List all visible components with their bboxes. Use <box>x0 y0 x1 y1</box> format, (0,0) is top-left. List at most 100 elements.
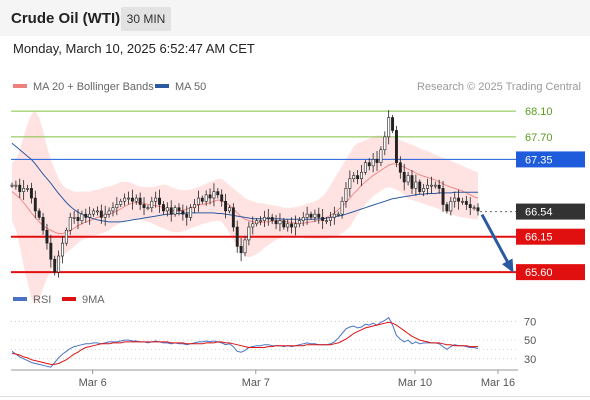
candle-body <box>461 200 464 203</box>
candle-body <box>383 136 387 151</box>
candle-body <box>441 188 445 205</box>
candle-body <box>247 226 251 241</box>
ma50-legend-swatch <box>155 84 169 88</box>
candle-body <box>278 220 282 225</box>
candle-body <box>336 213 340 216</box>
copyright-text: Research © 2025 Trading Central <box>417 81 581 93</box>
candle-body <box>212 191 216 199</box>
rsi-legend-label: RSI <box>33 294 51 306</box>
rsi-ma-legend-label: 9MA <box>82 294 105 306</box>
candle-body <box>429 184 433 187</box>
level-label-66.15: 66.15 <box>525 232 553 244</box>
candle-body <box>426 184 429 189</box>
candle-body <box>134 197 138 202</box>
candle-body <box>103 213 107 218</box>
rsi-ma-line <box>11 321 478 365</box>
candle-body <box>255 220 259 225</box>
candle-body <box>146 207 150 210</box>
candle-body <box>325 220 329 222</box>
candle-body <box>107 210 111 215</box>
bb-legend-swatch <box>13 84 27 88</box>
candle-body <box>37 210 41 218</box>
candle-body <box>142 204 146 209</box>
candle-body <box>476 207 480 212</box>
candle-body <box>196 197 200 205</box>
candle-body <box>10 184 14 187</box>
candle-body <box>406 175 410 183</box>
candle-body <box>99 210 103 218</box>
candle-body <box>286 223 290 228</box>
candle-body <box>274 220 278 225</box>
candle-body <box>84 213 88 218</box>
candle-body <box>189 207 193 218</box>
candle-body <box>154 197 158 202</box>
forecast-arrow <box>480 213 514 271</box>
candle-body <box>200 197 204 202</box>
candle-body <box>262 217 266 221</box>
candle-body <box>352 175 356 180</box>
candle-body <box>33 197 37 212</box>
ma50-legend-label: MA 50 <box>175 81 206 93</box>
candle-body <box>457 197 461 202</box>
level-tag-66.54 <box>516 203 585 220</box>
level-label-68.10: 68.10 <box>525 106 553 118</box>
candle-body <box>379 149 383 163</box>
candle-body <box>356 175 360 180</box>
rsi-line <box>11 316 479 368</box>
candle-body <box>340 200 344 215</box>
forecast-arrow-head <box>501 258 514 273</box>
candle-body <box>130 197 134 202</box>
x-tick-label: Mar 10 <box>398 377 432 389</box>
candle-body <box>445 204 449 212</box>
candle-body <box>375 159 379 163</box>
timeframe-badge[interactable]: 30 MIN <box>121 7 171 31</box>
candle-body <box>76 217 80 221</box>
candle-body <box>453 197 457 202</box>
candle-body <box>402 171 406 183</box>
candle-body <box>394 130 398 163</box>
candle-body <box>282 220 286 228</box>
level-tag-65.60 <box>516 264 585 281</box>
candle-body <box>185 213 189 218</box>
candle-body <box>127 197 130 200</box>
candle-body <box>414 181 418 189</box>
bb-legend-label: MA 20 + Bollinger Bands <box>33 81 154 93</box>
candle-body <box>290 223 294 228</box>
candle-body <box>321 217 325 221</box>
candle-body <box>332 213 336 218</box>
candle-body <box>95 210 99 213</box>
candle-body <box>418 181 422 192</box>
candle-body <box>317 213 321 218</box>
rsi-legend-swatch <box>13 297 27 301</box>
candle-body <box>204 194 208 202</box>
candle-body <box>181 210 185 215</box>
candle-body <box>138 197 142 205</box>
candle-body <box>115 204 119 209</box>
candle-body <box>309 213 313 218</box>
candle-body <box>235 226 239 247</box>
candle-body <box>161 204 165 212</box>
candle-body <box>328 217 332 221</box>
candle-body <box>464 200 468 205</box>
header-bar: Crude Oil (WTI) 30 MIN <box>0 0 590 36</box>
candle-body <box>173 207 177 215</box>
candle-body <box>57 255 61 273</box>
candle-body <box>80 213 84 221</box>
candle-body <box>228 207 231 212</box>
candle-body <box>72 217 76 219</box>
bottom-divider <box>0 396 590 397</box>
candle-body <box>45 229 49 244</box>
candle-body <box>177 207 181 212</box>
candle-body <box>270 217 274 221</box>
candle-body <box>387 117 391 138</box>
candle-body <box>158 197 162 205</box>
candle-body <box>410 175 414 189</box>
candle-body <box>220 194 224 202</box>
instrument-title: Crude Oil (WTI) <box>11 10 121 27</box>
candle-body <box>14 184 18 187</box>
candle-body <box>88 213 92 218</box>
bollinger-band-area <box>12 111 478 305</box>
candle-body <box>367 162 371 167</box>
candle-body <box>363 162 367 173</box>
level-label-65.60: 65.60 <box>525 267 553 279</box>
